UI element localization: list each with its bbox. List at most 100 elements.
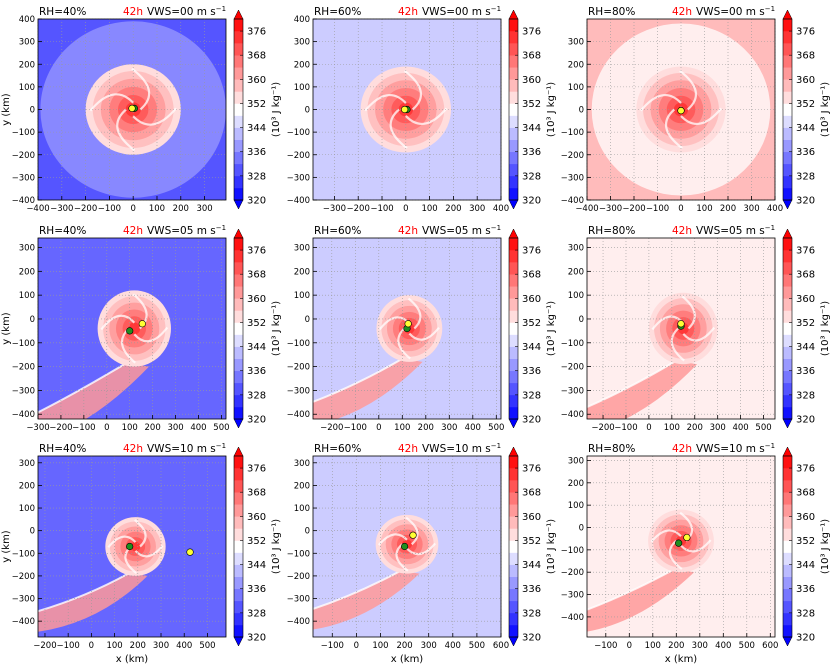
colorbar-tick-label: 352 (796, 536, 815, 547)
colorbar-segment (783, 19, 792, 32)
colorbar-label: (10³ J kg⁻¹) (546, 519, 557, 574)
colorbar-tick-label: 336 (796, 366, 815, 377)
axes-frame (312, 455, 502, 638)
x-tick-label: −400 (575, 204, 598, 214)
x-tick-label: −200 (33, 641, 56, 651)
rainband-edge (587, 359, 677, 409)
x-tick-label: −400 (26, 204, 49, 214)
y-axis-label: y (km) (1, 312, 12, 345)
colorbar-segment (234, 163, 243, 177)
x-tick-label: 200 (668, 641, 684, 651)
colorbar-segment (509, 79, 518, 92)
colorbar-tick-label: 336 (522, 584, 541, 595)
x-tick-label: 300 (421, 641, 437, 651)
swirl-band (680, 539, 712, 553)
y-tick-label: −300 (287, 386, 310, 396)
colorbar-segment (783, 274, 792, 287)
colorbar-segment (783, 163, 792, 177)
x-tick-label: 400 (176, 641, 192, 651)
panel-2-1: −100 0 100 200 300 400 500 600 −400 −300 −200 −100 0… (287, 442, 557, 665)
y-tick-label: 0 (579, 315, 584, 325)
x-axis-label: x (km) (665, 654, 698, 665)
colorbar-segment (783, 528, 792, 541)
panel-time-label: 42h (672, 225, 692, 237)
x-tick-label: −200 (320, 423, 343, 433)
x-tick-label: 0 (130, 204, 135, 214)
colorbar-segment (234, 394, 243, 408)
storm-ring (130, 541, 141, 552)
colorbar-tick-label: 360 (247, 512, 266, 523)
plot-area (38, 456, 226, 637)
colorbar-segment (234, 127, 243, 140)
x-tick-label: 500 (739, 641, 755, 651)
panel-2-0: −200 −100 0 100 200 300 400 500−400−300−200−100… (1, 442, 282, 665)
x-tick-label: 0 (678, 204, 683, 214)
colorbar-frame (782, 18, 793, 201)
y-tick-label: 300 (568, 244, 584, 254)
center-marker-yellow (677, 320, 685, 328)
panel-vws-label: VWS=10 m s−1 (422, 442, 501, 455)
x-tick-label: 300 (196, 204, 212, 214)
swirl-band (134, 519, 147, 548)
center-marker-green (675, 539, 683, 547)
x-tick-label: 400 (715, 641, 731, 651)
panel-0-2: −400 −300 −200 −100 0 100 200 300 400−400−300−20… (561, 5, 831, 214)
swirl-band (403, 69, 422, 111)
x-tick-label: −100 (614, 423, 637, 433)
swirl-band (665, 108, 683, 150)
y-tick-label: 0 (305, 315, 310, 325)
panel-rh-label: RH=60% (314, 225, 361, 237)
colorbar-tick-label: 368 (522, 51, 541, 62)
colorbar-segment (509, 358, 518, 372)
x-tick-label: 0 (403, 204, 408, 214)
x-tick-label: −200 (591, 423, 614, 433)
x-tick-label: 100 (421, 204, 437, 214)
x-tick-label: 200 (173, 204, 189, 214)
x-tick-label: −200 (49, 423, 72, 433)
y-tick-label: −300 (12, 386, 35, 396)
panel-vws-label: VWS=05 m s−1 (696, 224, 775, 237)
y-tick-label: −200 (561, 568, 584, 578)
colorbar-segment (509, 480, 518, 493)
colorbar-segment (783, 406, 792, 420)
y-tick-label: −400 (561, 613, 584, 623)
colorbar-segment (509, 43, 518, 56)
colorbar-segment (509, 456, 518, 469)
axes-frame (586, 455, 776, 638)
x-tick-label: 0 (376, 423, 381, 433)
x-tick-label: −100 (646, 204, 669, 214)
colorbar-extend-bottom (782, 636, 793, 647)
y-tick-label: −200 (287, 572, 310, 582)
colorbar: 320 328 336 344 352 360 368 376 (10³ J kg⁻¹) (233, 446, 282, 647)
colorbar-segment (783, 322, 792, 335)
rainband-tail (38, 362, 149, 419)
x-tick-label: −200 (74, 204, 97, 214)
x-tick-label: −100 (370, 204, 393, 214)
colorbar-segment (509, 588, 518, 602)
x-tick-label: 300 (710, 423, 726, 433)
center-marker-green (126, 327, 134, 335)
colorbar-extend-top (782, 446, 793, 457)
colorbar-segment (783, 43, 792, 56)
y-tick-label: −300 (12, 595, 35, 605)
colorbar-extend-top (508, 9, 519, 20)
colorbar-extend-bottom (233, 636, 244, 647)
colorbar-tick-label: 344 (247, 342, 266, 353)
colorbar-segment (234, 262, 243, 275)
colorbar-tick-label: 376 (522, 27, 541, 38)
colorbar-segment (509, 103, 518, 116)
panel-rh-label: RH=40% (39, 6, 86, 18)
x-tick-label: 200 (145, 423, 161, 433)
swirl-band (89, 93, 134, 112)
colorbar-segment (783, 382, 792, 396)
y-tick-label: 300 (294, 244, 310, 254)
center-marker-yellow (683, 533, 691, 542)
panel-vws-label: VWS=05 m s−1 (422, 224, 501, 237)
colorbar-segment (509, 163, 518, 177)
colorbar-segment (234, 600, 243, 614)
colorbar-segment (509, 238, 518, 251)
colorbar-tick-label: 360 (522, 512, 541, 523)
x-tick-label: 200 (418, 423, 434, 433)
colorbar-segment (783, 310, 792, 323)
panel-time-label: 42h (398, 225, 418, 237)
